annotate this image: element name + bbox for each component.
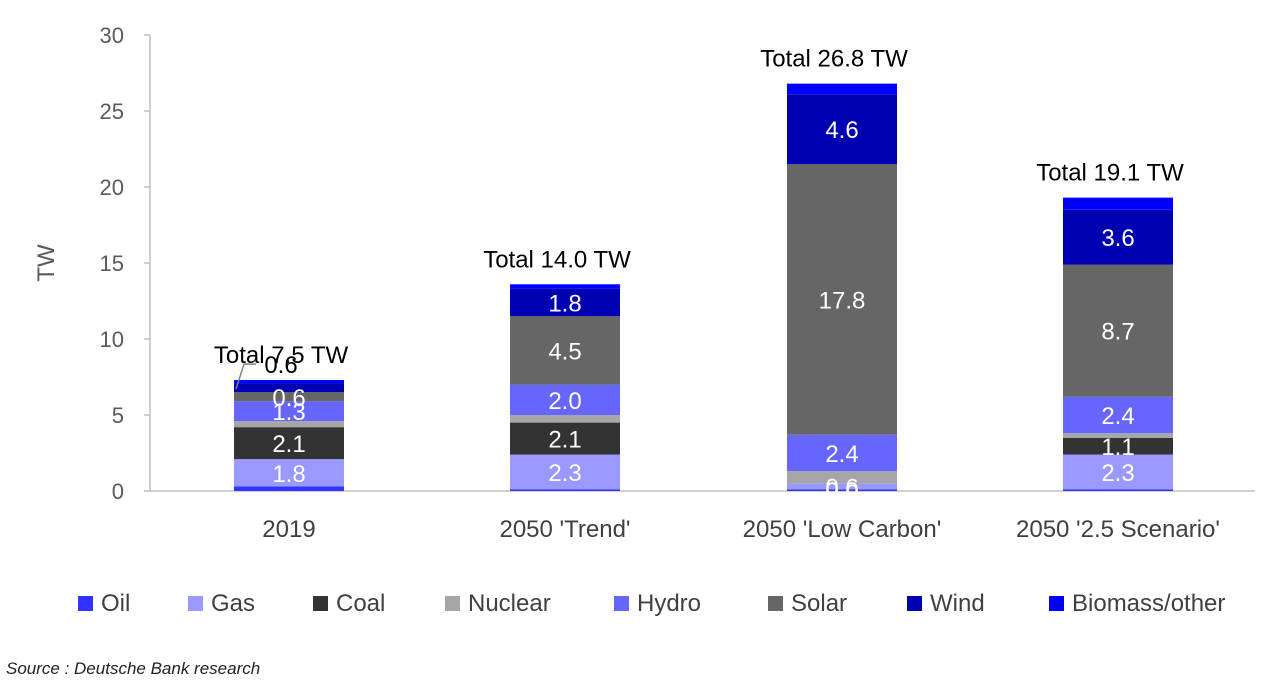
legend-item-oil: Oil xyxy=(78,590,130,617)
legend-label: Biomass/other xyxy=(1072,590,1225,617)
total-label: Total 26.8 TW xyxy=(760,46,908,73)
segment-label: 1.3 xyxy=(272,399,305,426)
segment-label: 2.1 xyxy=(548,427,581,454)
segment-label: 2.1 xyxy=(272,431,305,458)
bar-segment-hydro xyxy=(234,401,344,422)
legend-swatch xyxy=(445,596,460,611)
segment-label: 2.4 xyxy=(1101,403,1134,430)
y-tick-label: 15 xyxy=(100,251,124,276)
legend-label: Gas xyxy=(211,590,255,617)
x-category-label: 2050 '2.5 Scenario' xyxy=(1016,516,1220,543)
segment-label: 2.0 xyxy=(548,388,581,415)
segment-label: 2.4 xyxy=(825,441,858,468)
bar-segment-nuclear xyxy=(510,415,620,423)
bar-segment-solar xyxy=(510,316,620,385)
x-category-label: 2050 'Low Carbon' xyxy=(743,516,942,543)
legend-label: Hydro xyxy=(637,590,701,617)
segment-label: 4.6 xyxy=(825,117,858,144)
bar-segment-coal xyxy=(1063,437,1173,455)
segment-label: 0.6 xyxy=(264,352,297,379)
legend-item-solar: Solar xyxy=(768,590,847,617)
bar-segment-coal xyxy=(234,427,344,460)
bars xyxy=(234,83,1173,491)
bar-segment-biomass-other xyxy=(787,83,897,95)
stacked-bar-chart: 0 5 10 15 20 25 30 TW 2019 2050 'Trend' 2050 'Low … xyxy=(33,23,1255,617)
bar-segment-nuclear xyxy=(1063,433,1173,438)
bar-segment-biomass-other xyxy=(1063,197,1173,210)
legend-swatch xyxy=(768,596,783,611)
y-tick-label: 30 xyxy=(100,23,124,48)
legend-item-gas: Gas xyxy=(188,590,255,617)
legend-swatch xyxy=(1049,596,1064,611)
bar-segment-solar xyxy=(1063,264,1173,397)
segment-label: 3.6 xyxy=(1101,225,1134,252)
segment-label: 17.8 xyxy=(819,287,866,314)
data-labels: Total 7.5 TW Total 14.0 TW Total 26.8 TW To… xyxy=(214,46,1184,506)
legend-swatch xyxy=(78,596,93,611)
bar-segment-biomass-other xyxy=(510,284,620,289)
bar-segment-wind xyxy=(510,288,620,317)
segment-label: 8.7 xyxy=(1101,319,1134,346)
axes: 0 5 10 15 20 25 30 TW 2019 2050 'Trend' 2050 'Low … xyxy=(33,23,1255,543)
y-tick-label: 0 xyxy=(112,479,124,504)
legend-label: Nuclear xyxy=(468,590,551,617)
bar-segment-oil xyxy=(510,489,620,491)
bar-segment-oil xyxy=(234,486,344,491)
segment-label: 1.1 xyxy=(1101,434,1134,461)
legend-label: Coal xyxy=(336,590,385,617)
legend: Oil Gas Coal Nuclear Hydro Solar Wind Biomass/o… xyxy=(78,590,1225,617)
total-label: Total 19.1 TW xyxy=(1036,160,1184,187)
y-tick-label: 5 xyxy=(112,403,124,428)
segment-label: 4.5 xyxy=(548,338,581,365)
y-tick-label: 10 xyxy=(100,327,124,352)
bar-segment-solar xyxy=(234,392,344,402)
segment-label: 0.6 xyxy=(825,474,858,501)
legend-swatch xyxy=(614,596,629,611)
segment-label: 1.8 xyxy=(272,461,305,488)
bar-segment-hydro xyxy=(510,384,620,415)
y-tick-label: 20 xyxy=(100,175,124,200)
bar-segment-nuclear xyxy=(787,471,897,484)
legend-swatch xyxy=(188,596,203,611)
legend-item-hydro: Hydro xyxy=(614,590,701,617)
bar-segment-wind xyxy=(787,94,897,165)
bar-segment-gas xyxy=(510,454,620,490)
bar-segment-nuclear xyxy=(234,421,344,428)
legend-item-wind: Wind xyxy=(907,590,985,617)
legend-label: Solar xyxy=(791,590,847,617)
bar-segment-hydro xyxy=(1063,396,1173,434)
bar-segment-gas xyxy=(234,459,344,487)
legend-item-biomass-other: Biomass/other xyxy=(1049,590,1225,617)
x-category-label: 2019 xyxy=(262,516,315,543)
total-label: Total 7.5 TW xyxy=(214,342,349,369)
bar-segment-solar xyxy=(787,164,897,435)
segment-label: 1.8 xyxy=(548,291,581,318)
legend-label: Wind xyxy=(930,590,985,617)
bar-segment-gas xyxy=(787,483,897,490)
bar-segment-hydro xyxy=(787,434,897,472)
bar-segment-biomass-other xyxy=(234,380,344,384)
legend-swatch xyxy=(907,596,922,611)
y-tick-label: 25 xyxy=(100,99,124,124)
bar-segment-coal xyxy=(510,422,620,455)
callout-leader-line xyxy=(235,363,256,390)
bar-segment-oil xyxy=(787,489,897,491)
segment-label: 2.3 xyxy=(1101,460,1134,487)
bar-segment-oil xyxy=(1063,489,1173,491)
total-label: Total 14.0 TW xyxy=(483,246,631,273)
source-note: Source : Deutsche Bank research xyxy=(6,659,261,678)
segment-label: 2.3 xyxy=(548,460,581,487)
bar-segment-wind xyxy=(1063,209,1173,265)
bar-segment-gas xyxy=(1063,454,1173,490)
y-axis-title: TW xyxy=(33,244,60,282)
segment-label: 0.0 xyxy=(825,478,858,505)
legend-swatch xyxy=(313,596,328,611)
x-category-label: 2050 'Trend' xyxy=(499,516,630,543)
segment-label: 0.6 xyxy=(272,385,305,412)
bar-segment-wind xyxy=(234,383,344,393)
legend-item-coal: Coal xyxy=(313,590,385,617)
legend-label: Oil xyxy=(101,590,130,617)
legend-item-nuclear: Nuclear xyxy=(445,590,551,617)
